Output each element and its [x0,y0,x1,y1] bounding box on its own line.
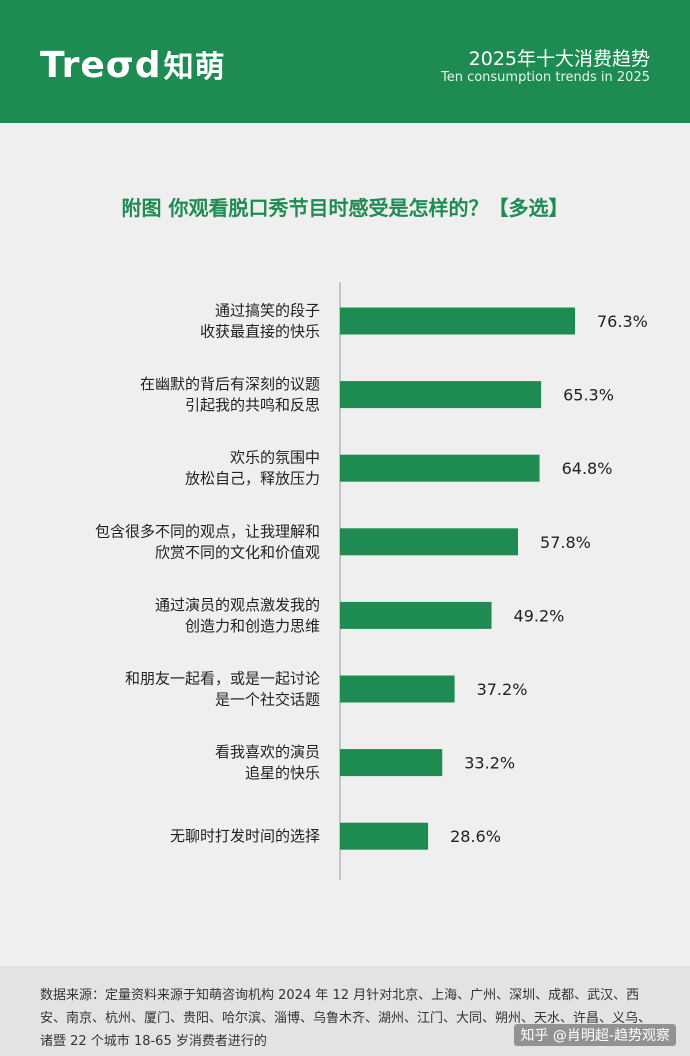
value-label-2: 64.8% [562,459,613,478]
bar-0 [340,307,576,335]
report-title: 2025年十大消费趋势 [468,48,650,70]
chart-title: 附图 你观看脱口秀节目时感受是怎样的？【多选】 [121,196,569,220]
logo-text: Treσd [40,45,162,86]
category-label-3-0: 包含很多不同的观点，让我理解和 [95,522,320,540]
bar-3 [340,528,519,556]
category-label-5-0: 和朋友一起看，或是一起讨论 [125,670,320,688]
bar-1 [340,381,542,409]
value-label-0: 76.3% [597,312,648,331]
category-label-6-1: 追星的快乐 [245,764,320,782]
logo-cn-text: 知萌 [163,50,226,85]
bar-5 [340,675,455,703]
footer: 数据来源：定量资料来源于知萌咨询机构 2024 年 12 月针对北京、上海、广州… [0,966,690,1056]
bar-2 [340,454,540,482]
category-label-2-0: 欢乐的氛围中 [230,449,320,467]
category-label-5-1: 是一个社交话题 [215,691,320,709]
category-label-6-0: 看我喜欢的演员 [215,743,320,761]
header-banner: Treσd知萌 2025年十大消费趋势 Ten consumption tren… [0,0,690,123]
category-label-0-1: 收获最直接的快乐 [200,323,320,341]
value-label-5: 37.2% [477,680,528,699]
category-label-7-0: 无聊时打发时间的选择 [170,827,320,845]
bar-6 [340,749,443,777]
value-label-3: 57.8% [540,533,591,552]
category-label-2-1: 放松自己，释放压力 [185,470,320,488]
watermark: 知乎 @肖明超-趋势观察 [514,1024,676,1046]
category-label-4-1: 创造力和创造力思维 [185,617,320,635]
value-label-6: 33.2% [464,754,515,773]
category-label-4-0: 通过演员的观点激发我的 [155,596,320,614]
category-label-3-1: 欣赏不同的文化和价值观 [155,543,320,561]
value-label-7: 28.6% [450,827,501,846]
data-source-note: 数据来源：定量资料来源于知萌咨询机构 2024 年 12 月针对北京、上海、广州… [40,988,652,1049]
bar-7 [340,822,429,850]
bar-4 [340,601,492,629]
category-label-1-0: 在幽默的背后有深刻的议题 [140,375,320,393]
category-label-0-0: 通过搞笑的段子 [215,302,320,320]
value-label-4: 49.2% [514,606,565,625]
category-label-1-1: 引起我的共鸣和反思 [185,396,320,414]
value-label-1: 65.3% [563,386,614,405]
report-subtitle: Ten consumption trends in 2025 [440,70,650,85]
brand-logo: Treσd知萌 [40,42,226,86]
